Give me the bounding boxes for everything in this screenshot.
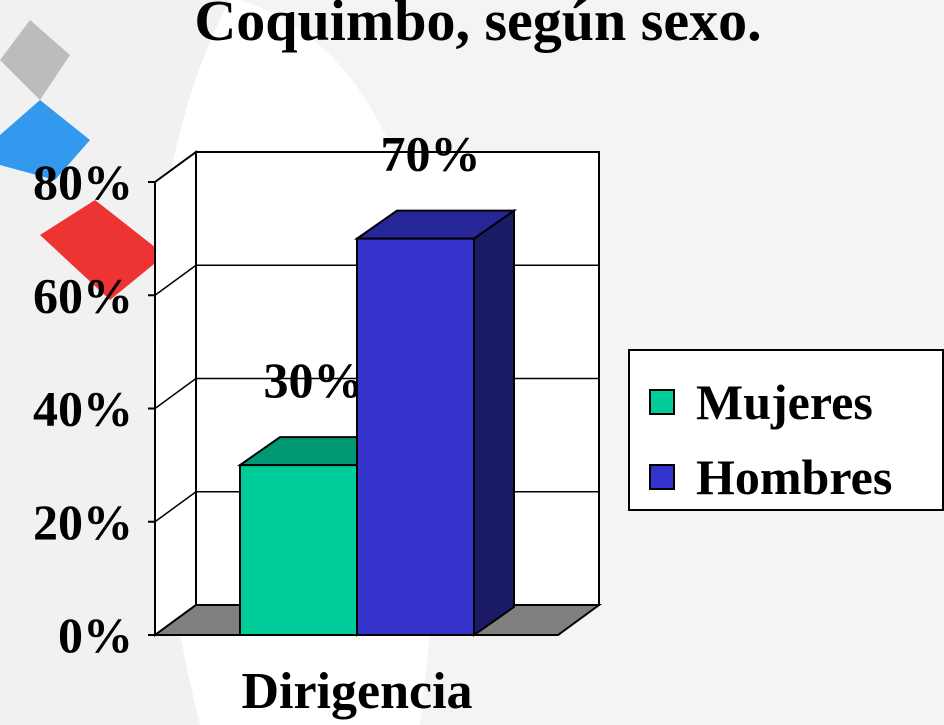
bar bbox=[239, 464, 358, 636]
chart-title: Coquimbo, según sexo. bbox=[194, 0, 761, 53]
y-tick-label: 80% bbox=[33, 154, 133, 210]
legend-label: Mujeres bbox=[696, 374, 873, 430]
bar-side bbox=[473, 208, 515, 637]
y-tick-label: 20% bbox=[33, 494, 133, 550]
bar bbox=[356, 237, 475, 636]
legend-swatch bbox=[649, 464, 675, 490]
y-tick-label: 0% bbox=[58, 607, 133, 663]
y-tick-label: 40% bbox=[33, 381, 133, 437]
legend-swatch bbox=[649, 389, 675, 415]
value-label: 70% bbox=[381, 126, 481, 182]
x-tick-label: Dirigencia bbox=[241, 663, 472, 720]
legend-box bbox=[628, 349, 944, 511]
y-tick-label: 60% bbox=[33, 267, 133, 323]
legend-label: Hombres bbox=[696, 449, 892, 505]
grid-line bbox=[154, 151, 599, 183]
value-label: 30% bbox=[264, 352, 364, 408]
